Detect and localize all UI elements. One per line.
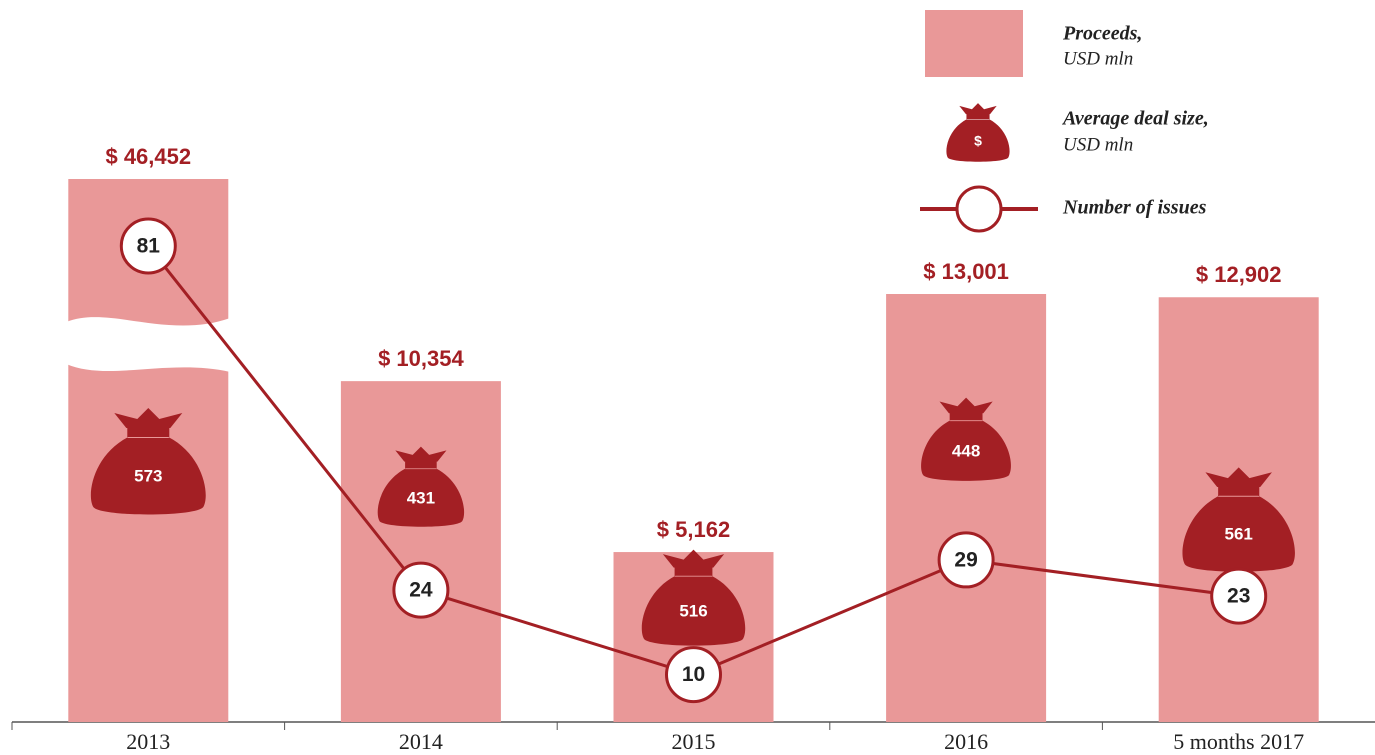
bag-shape: [377, 446, 465, 527]
money-bag: [377, 446, 465, 527]
marker-label: 23: [1227, 585, 1250, 608]
bag-shape: [921, 397, 1012, 481]
x-tick-label: 2016: [944, 729, 988, 754]
value-label: $ 46,452: [105, 144, 191, 169]
legend-label: Average deal size,: [1061, 108, 1209, 130]
x-tick-label: 2013: [126, 729, 170, 754]
bag-shape: [90, 408, 206, 515]
marker-label: 10: [682, 663, 705, 686]
bag-label: 431: [407, 488, 435, 507]
money-bag: [641, 549, 746, 646]
legend-label: Proceeds,: [1062, 23, 1142, 45]
line-marker: [665, 646, 722, 704]
bag-label: 561: [1225, 524, 1253, 543]
legend-bag-icon: [946, 103, 1010, 162]
money-bag: [1182, 467, 1295, 572]
axis-break: [66, 317, 231, 372]
x-tick-label: 5 months 2017: [1173, 729, 1304, 754]
x-tick-label: 2014: [399, 729, 443, 754]
money-bag: [90, 408, 206, 515]
x-tick-label: 2015: [672, 729, 716, 754]
legend-icon-label: $: [974, 133, 982, 149]
marker-label: 24: [409, 579, 433, 602]
value-label: $ 12,902: [1196, 262, 1282, 287]
value-label: $ 10,354: [378, 346, 464, 371]
value-label: $ 5,162: [657, 517, 730, 542]
line-marker: [119, 217, 177, 275]
bag-shape: [1182, 467, 1295, 572]
bag-shape: [946, 103, 1010, 162]
line-marker: [1210, 567, 1268, 625]
marker-label: 81: [137, 235, 161, 258]
legend-bar-swatch: [925, 10, 1023, 77]
bag-shape: [641, 549, 746, 646]
legend-unit: USD mln: [1063, 134, 1133, 155]
bag-label: 448: [952, 441, 980, 460]
bar: [340, 381, 501, 722]
line-marker: [937, 531, 995, 589]
bar: [886, 294, 1047, 722]
legend-marker: [955, 185, 1003, 233]
money-bag: [921, 397, 1012, 481]
legend-unit: USD mln: [1063, 48, 1133, 69]
value-label: $ 13,001: [923, 259, 1009, 284]
marker-label: 29: [954, 548, 977, 571]
line-marker: [392, 561, 450, 619]
bag-label: 516: [679, 601, 707, 620]
legend-label: Number of issues: [1062, 197, 1207, 219]
bag-label: 573: [134, 466, 162, 485]
